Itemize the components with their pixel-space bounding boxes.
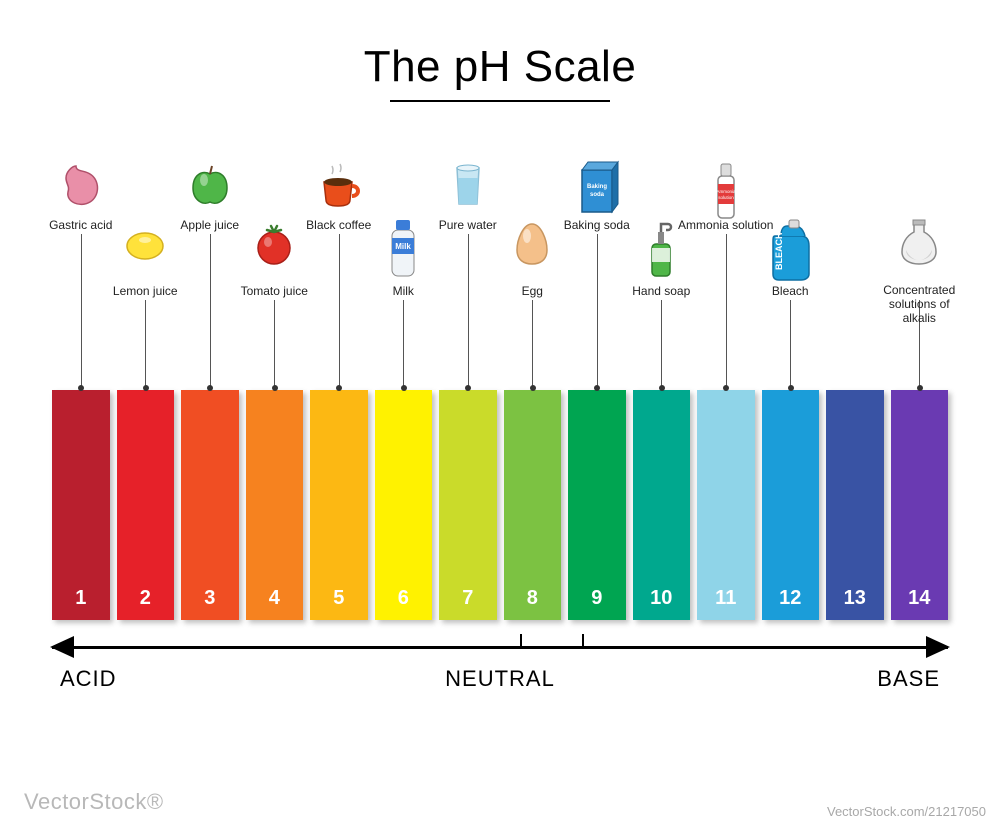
page-title: The pH Scale	[364, 42, 637, 92]
cup-icon	[314, 160, 364, 210]
apple-icon	[185, 160, 235, 210]
item-label: Baking soda	[564, 218, 630, 232]
ph-bar-2: 2	[117, 390, 175, 620]
ph-number: 13	[844, 587, 866, 610]
ph-number: 10	[650, 587, 672, 610]
ph-bar-11: 11	[697, 390, 755, 620]
item-label: Hand soap	[632, 284, 690, 298]
watermark-id: VectorStock.com/21217050	[827, 804, 986, 821]
ph-bar-12: 12	[762, 390, 820, 620]
arrow-right-icon	[926, 636, 950, 658]
item-label: Lemon juice	[113, 284, 178, 298]
ph-bar-13: 13	[826, 390, 884, 620]
neutral-bracket	[520, 634, 585, 648]
arrow-left-icon	[50, 636, 74, 658]
axis-label-neutral: NEUTRAL	[445, 666, 555, 692]
ph-bar-6: 6	[375, 390, 433, 620]
flask-icon	[894, 218, 944, 268]
svg-text:soda: soda	[590, 192, 605, 198]
ph-bar-9: 9	[568, 390, 626, 620]
connector	[81, 234, 82, 388]
connector	[274, 300, 275, 388]
ph-bar-5: 5	[310, 390, 368, 620]
connector	[339, 234, 340, 388]
connector	[145, 300, 146, 388]
tomato-icon	[249, 218, 299, 268]
item-label: Bleach	[772, 284, 809, 298]
ph-bar-10: 10	[633, 390, 691, 620]
stomach-icon	[56, 160, 106, 210]
axis-label-base: BASE	[877, 666, 940, 692]
ph-number: 4	[269, 587, 280, 610]
connector	[726, 234, 727, 388]
egg-icon	[507, 218, 557, 268]
connector	[532, 300, 533, 388]
item-label: Gastric acid	[49, 218, 112, 232]
ph-number: 14	[908, 587, 930, 610]
watermark-brand: VectorStock®	[24, 789, 164, 815]
svg-text:Baking: Baking	[587, 184, 607, 190]
ph-number: 8	[527, 587, 538, 610]
axis: ACID NEUTRAL BASE	[52, 632, 948, 692]
title-underline	[390, 100, 610, 102]
item-label: Milk	[393, 284, 414, 298]
ph-number: 5	[333, 587, 344, 610]
ph-number: 9	[591, 587, 602, 610]
ph-bar-4: 4	[246, 390, 304, 620]
ph-number: 3	[204, 587, 215, 610]
milk-icon: Milk	[380, 218, 426, 280]
connector	[790, 300, 791, 388]
box-icon: Baking soda	[574, 160, 620, 216]
svg-text:Milk: Milk	[395, 242, 411, 251]
ph-chart: 1234567891011121314 Gastric acidLemon ju…	[52, 160, 948, 620]
item-label: Pure water	[439, 218, 497, 232]
item-label: Concentrated solutions of alkalis	[879, 284, 959, 325]
ph-bar-7: 7	[439, 390, 497, 620]
connector	[468, 234, 469, 388]
ph-bar-1: 1	[52, 390, 110, 620]
ph-number: 6	[398, 587, 409, 610]
ph-number: 12	[779, 587, 801, 610]
ph-number: 1	[75, 587, 86, 610]
item-label: Egg	[522, 284, 543, 298]
ph-number: 7	[462, 587, 473, 610]
connector	[210, 234, 211, 388]
ph-bar-3: 3	[181, 390, 239, 620]
ph-number: 2	[140, 587, 151, 610]
connector	[403, 300, 404, 388]
bleach-icon: BLEACH	[765, 218, 815, 284]
connector	[661, 300, 662, 388]
svg-text:solution: solution	[718, 195, 734, 200]
ph-number: 11	[715, 587, 736, 610]
axis-line	[52, 646, 948, 649]
svg-text:Ammonia: Ammonia	[716, 189, 736, 194]
ph-bar-8: 8	[504, 390, 562, 620]
connector	[597, 234, 598, 388]
axis-label-acid: ACID	[60, 666, 117, 692]
bars-row: 1234567891011121314	[52, 390, 948, 620]
glass-icon	[443, 160, 493, 210]
item-label: Tomato juice	[241, 284, 308, 298]
bottle-icon: Ammoniasolution	[706, 160, 746, 222]
lemon-icon	[120, 218, 170, 268]
item-label: Black coffee	[306, 218, 371, 232]
item-label: Apple juice	[180, 218, 239, 232]
svg-text:BLEACH: BLEACH	[774, 233, 784, 271]
ph-bar-14: 14	[891, 390, 949, 620]
